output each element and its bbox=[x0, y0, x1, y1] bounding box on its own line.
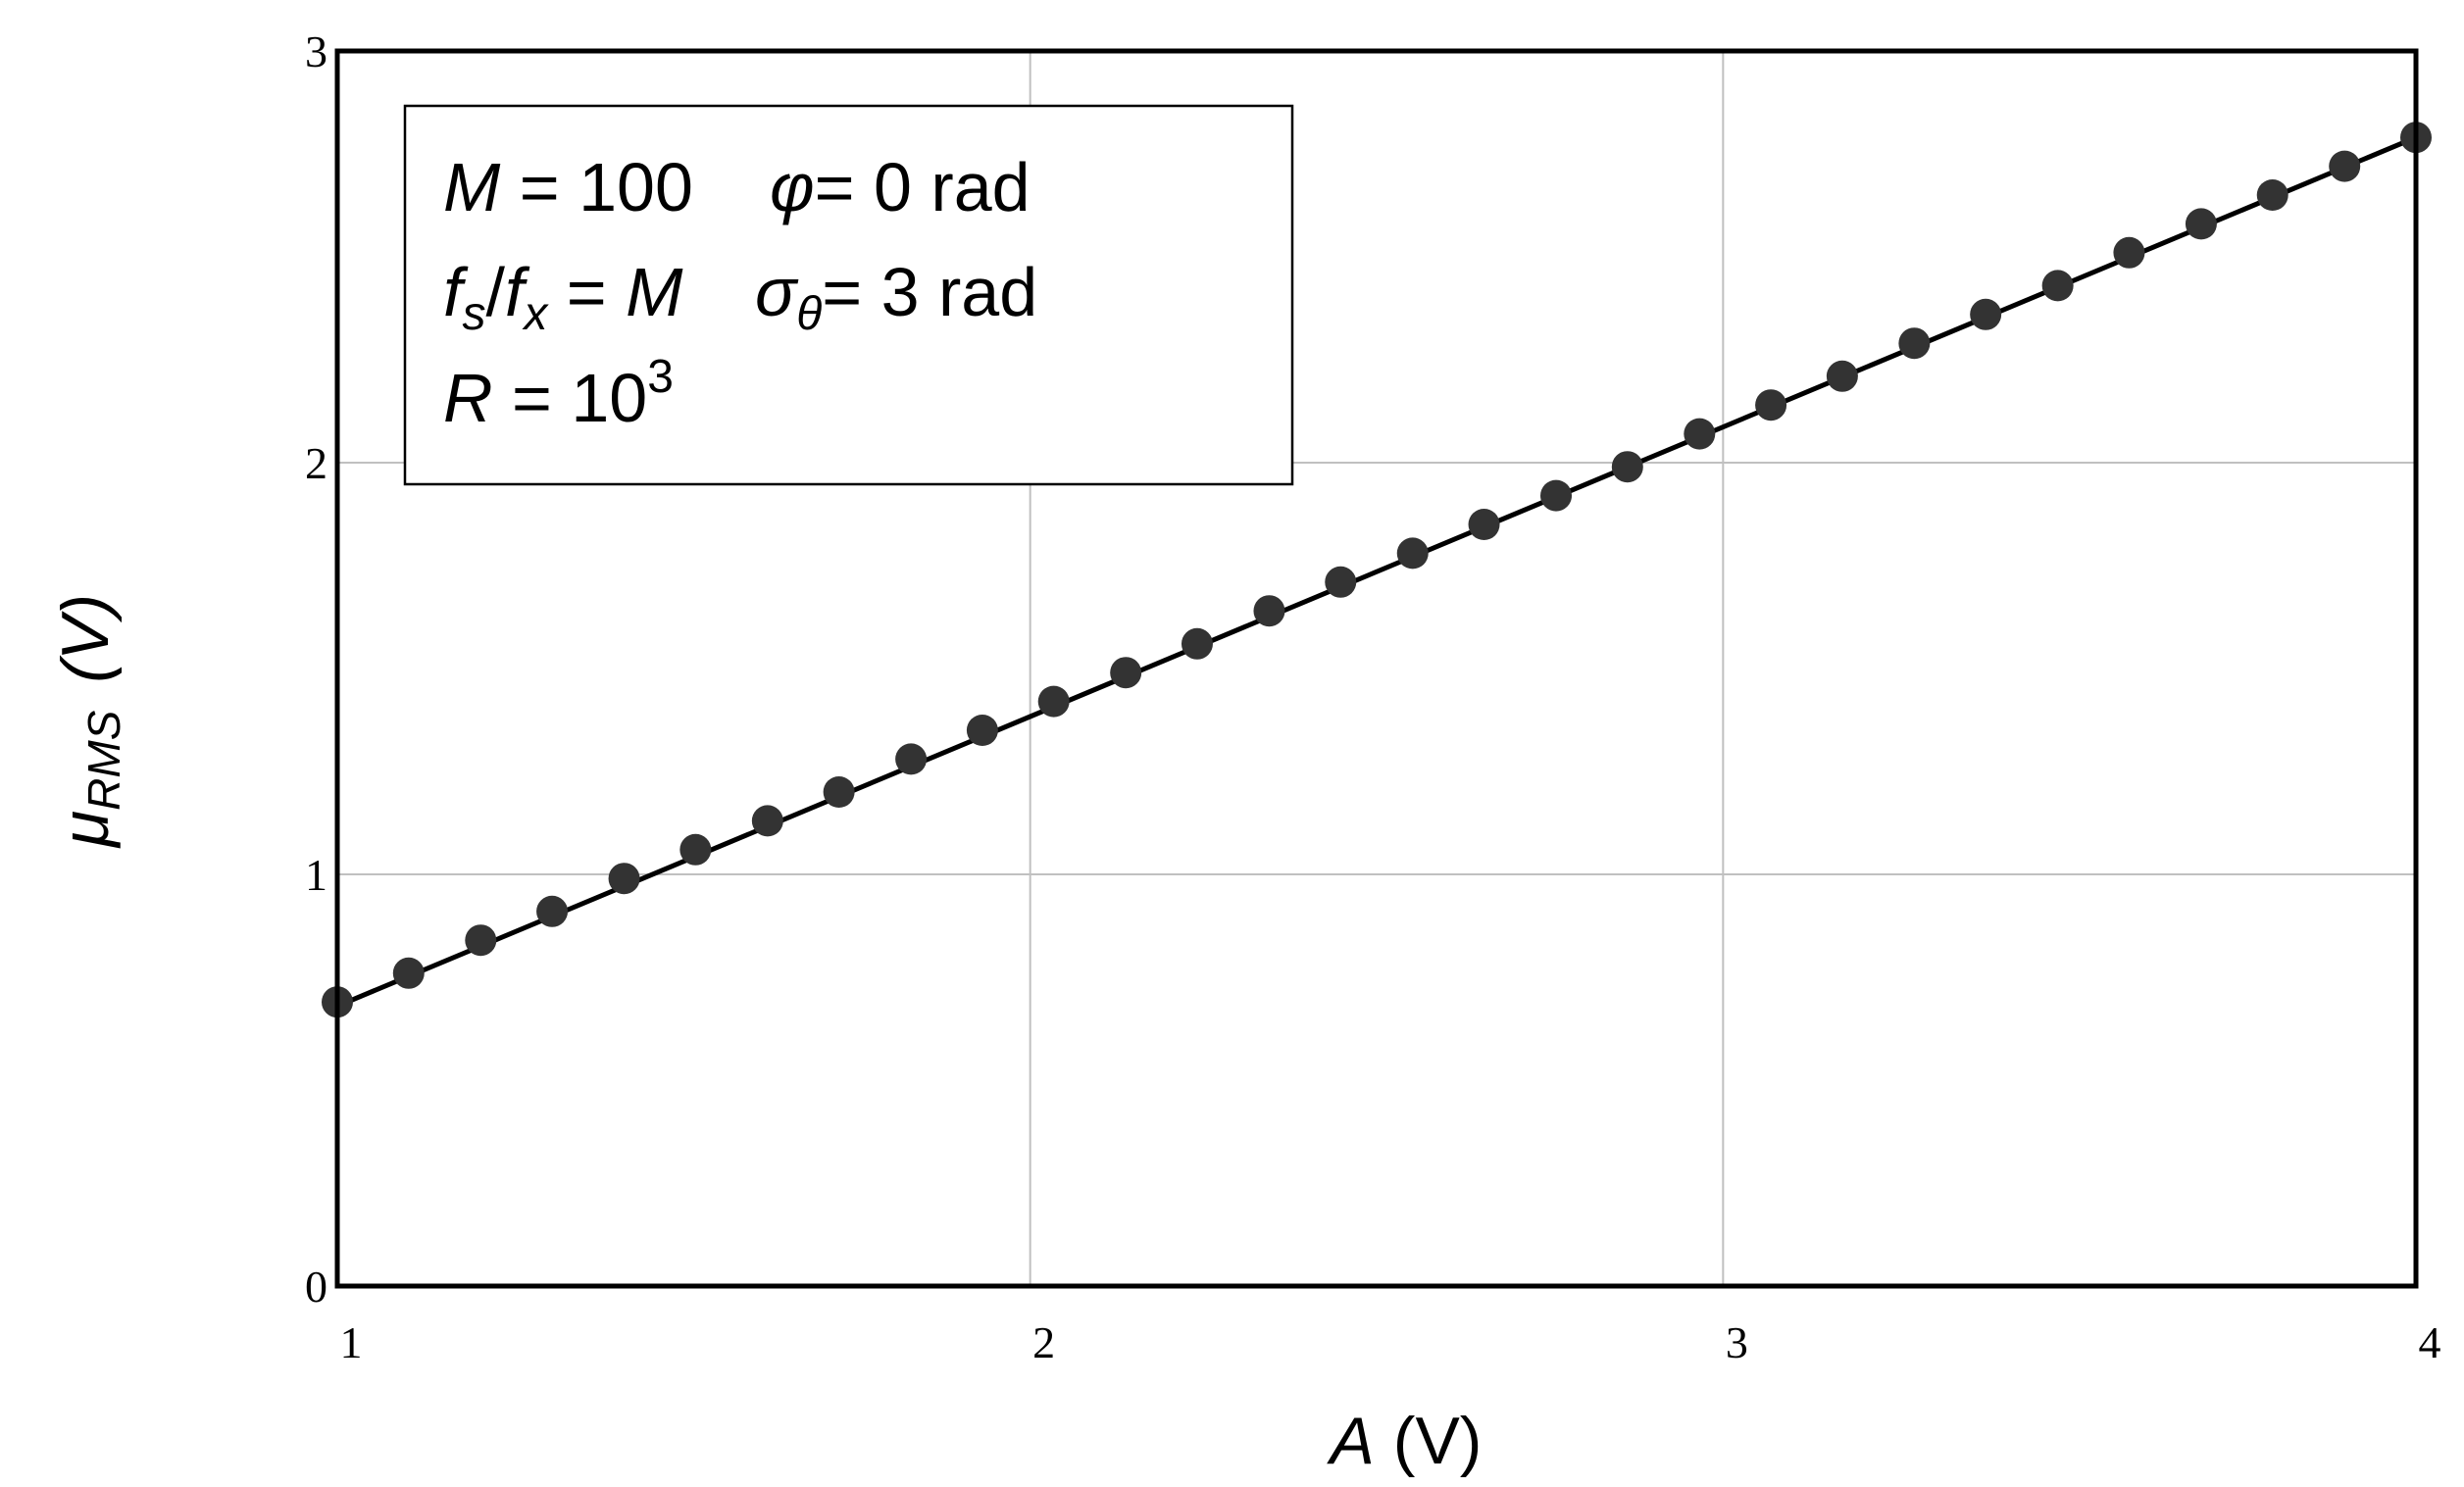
y-axis-label: μRMS (V) bbox=[48, 594, 129, 849]
x-axis-var: A bbox=[1327, 1404, 1375, 1478]
y-axis-var: μ bbox=[48, 811, 123, 849]
x-axis-label: A (V) bbox=[1327, 1404, 1483, 1478]
legend-phi-value: = 0 rad bbox=[815, 149, 1031, 225]
data-point-5 bbox=[679, 833, 712, 866]
data-point-28 bbox=[2329, 150, 2361, 182]
legend-m-value: = 100 bbox=[500, 149, 693, 225]
data-point-1 bbox=[392, 957, 425, 989]
legend-sigma-value: = 3 rad bbox=[822, 254, 1037, 330]
y-tick-label-0: 0 bbox=[305, 1262, 327, 1312]
data-point-13 bbox=[1253, 595, 1285, 627]
data-point-19 bbox=[1684, 418, 1716, 450]
data-point-23 bbox=[1970, 298, 2002, 330]
data-point-27 bbox=[2256, 179, 2288, 211]
data-point-20 bbox=[1755, 389, 1787, 421]
legend-r-exponent: 3 bbox=[647, 351, 674, 403]
x-tick-label-2: 3 bbox=[1726, 1317, 1748, 1367]
y-tick-labels: 0 1 2 3 bbox=[305, 26, 327, 1312]
data-point-3 bbox=[536, 895, 569, 927]
data-point-24 bbox=[2041, 270, 2074, 302]
data-point-25 bbox=[2113, 236, 2145, 269]
y-tick-label-2: 2 bbox=[305, 438, 327, 488]
series-markers-group bbox=[322, 122, 2432, 1018]
data-point-6 bbox=[751, 805, 783, 837]
data-point-7 bbox=[823, 776, 855, 808]
data-point-4 bbox=[608, 863, 640, 895]
data-point-11 bbox=[1110, 657, 1142, 689]
data-point-22 bbox=[1898, 327, 1931, 360]
legend-eq: = bbox=[547, 254, 626, 330]
x-tick-label-1: 2 bbox=[1032, 1317, 1055, 1367]
legend-fs-sub: s bbox=[462, 288, 485, 340]
data-point-9 bbox=[966, 715, 998, 746]
legend-phi-var: φ bbox=[770, 149, 815, 225]
y-axis-sub: RMS bbox=[78, 710, 129, 811]
data-point-8 bbox=[895, 743, 928, 775]
y-tick-label-1: 1 bbox=[305, 850, 327, 900]
legend-line-1: M = 100 φ= 0 rad bbox=[443, 149, 1031, 225]
legend-sigma-sub: θ bbox=[796, 288, 822, 340]
data-point-26 bbox=[2185, 208, 2217, 240]
y-tick-label-3: 3 bbox=[305, 26, 327, 76]
legend-r-value: = 10 bbox=[493, 360, 648, 436]
legend-slash: / bbox=[485, 254, 505, 330]
data-point-16 bbox=[1468, 509, 1500, 540]
data-point-18 bbox=[1611, 451, 1643, 483]
y-axis-unit: (V) bbox=[48, 594, 123, 683]
legend-m-ref: M bbox=[626, 254, 683, 330]
data-point-14 bbox=[1325, 566, 1357, 598]
x-axis-unit: (V) bbox=[1375, 1404, 1483, 1478]
data-point-17 bbox=[1540, 479, 1573, 512]
x-tick-label-3: 4 bbox=[2419, 1317, 2441, 1367]
data-point-10 bbox=[1037, 685, 1070, 718]
data-point-12 bbox=[1181, 627, 1213, 660]
x-tick-labels: 1 2 3 4 bbox=[340, 1317, 2441, 1367]
plot-frame bbox=[334, 48, 2419, 1289]
legend-frame bbox=[403, 104, 1294, 486]
data-point-15 bbox=[1396, 537, 1429, 570]
legend-r-var: R bbox=[443, 360, 493, 436]
legend-line-3: R = 103 bbox=[443, 351, 674, 436]
legend-sigma-var: σ bbox=[755, 254, 799, 330]
data-point-2 bbox=[465, 924, 497, 957]
legend-fx-sub: x bbox=[522, 288, 549, 340]
data-point-21 bbox=[1826, 360, 1858, 392]
legend-m-var: M bbox=[443, 149, 501, 225]
x-tick-label-0: 1 bbox=[340, 1317, 363, 1367]
